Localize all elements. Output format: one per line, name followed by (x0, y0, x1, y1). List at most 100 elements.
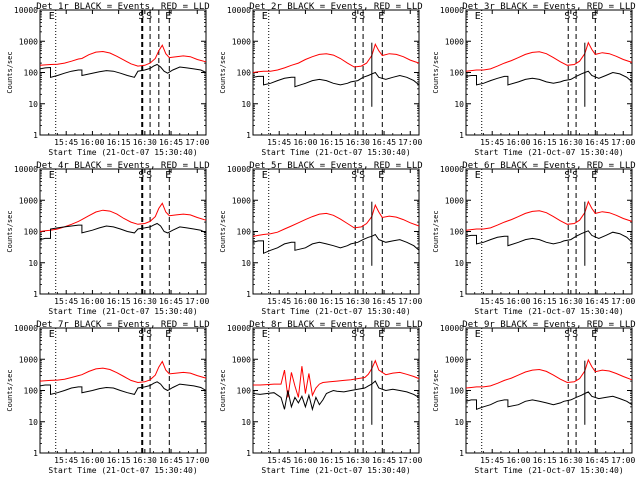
x-tick-label: 16:30 (133, 138, 157, 147)
marker-letter-e: E (378, 329, 384, 340)
marker-letter-e: E (378, 170, 384, 181)
y-tick-label: 10000 (14, 165, 38, 174)
y-axis-label: Counts/sec (432, 210, 440, 252)
series-line-lld (465, 358, 633, 389)
series-line-lld (465, 41, 633, 72)
y-tick-label: 1 (33, 290, 38, 299)
panel-det-4: Det 4r BLACK = Events, RED = LLD 1 10 100 10… (6, 161, 210, 316)
x-tick-label: 16:00 (506, 456, 530, 465)
x-axis-label: Start Time (21-Oct-07 15:30:40) (261, 466, 410, 475)
y-tick-label: 10000 (14, 324, 38, 333)
y-tick-label: 1000 (232, 355, 251, 364)
panel-det-2: Det 2r BLACK = Events, RED = LLD 1 10 100 10… (219, 2, 423, 157)
panel-title: Det 4r BLACK = Events, RED = LLD (36, 161, 209, 171)
x-tick-label: 15:45 (267, 297, 291, 306)
y-axis-label: Counts/sec (219, 369, 227, 411)
y-tick-label: 1 (246, 449, 251, 458)
y-tick-label: 10000 (227, 165, 251, 174)
series-line-events (252, 380, 420, 412)
y-tick-label: 1 (246, 131, 251, 140)
y-axis-label: Counts/sec (6, 51, 14, 93)
y-tick-label: 1 (459, 449, 464, 458)
y-tick-label: 10 (28, 100, 38, 109)
x-axis-label: Start Time (21-Oct-07 15:30:40) (48, 466, 197, 475)
panel-title: Det 5r BLACK = Events, RED = LLD (249, 161, 422, 171)
marker-letter-s: S (138, 329, 144, 340)
marker-letter-s: S (564, 329, 570, 340)
x-tick-label: 16:15 (320, 456, 344, 465)
marker-letter-s: S (138, 11, 144, 22)
x-tick-label: 16:30 (346, 138, 370, 147)
y-tick-label: 10 (241, 259, 251, 268)
x-tick-label: 16:15 (533, 456, 557, 465)
x-tick-label: 16:30 (559, 138, 583, 147)
marker-letter-e: E (591, 170, 597, 181)
y-tick-label: 100 (237, 228, 252, 237)
x-tick-label: 17:00 (611, 297, 635, 306)
x-tick-label: 16:45 (159, 138, 183, 147)
series-line-lld (252, 43, 420, 73)
y-tick-label: 1000 (232, 196, 251, 205)
y-tick-label: 10 (241, 418, 251, 427)
x-tick-label: 16:00 (80, 138, 104, 147)
x-tick-label: 15:45 (480, 456, 504, 465)
x-tick-label: 16:30 (133, 456, 157, 465)
marker-letter-s: S (351, 329, 357, 340)
marker-letter-s: S (359, 329, 365, 340)
y-tick-label: 10000 (440, 6, 464, 15)
y-tick-label: 1000 (445, 355, 464, 364)
y-tick-label: 100 (24, 387, 39, 396)
marker-letter-e: E (165, 11, 171, 22)
series-line-events (465, 230, 633, 247)
marker-letter-e: E (591, 329, 597, 340)
marker-letter-s: S (146, 329, 152, 340)
panel-title: Det 2r BLACK = Events, RED = LLD (249, 2, 422, 12)
x-tick-label: 15:45 (54, 456, 78, 465)
y-axis-label: Counts/sec (219, 210, 227, 252)
marker-letter-e: E (165, 170, 171, 181)
marker-letter-e: E (262, 11, 268, 22)
series-line-events (252, 233, 420, 255)
series-line-lld (39, 202, 207, 232)
y-tick-label: 10 (454, 418, 464, 427)
x-tick-label: 16:15 (533, 297, 557, 306)
y-tick-label: 10000 (440, 165, 464, 174)
marker-letter-e: E (262, 329, 268, 340)
x-tick-label: 17:00 (611, 138, 635, 147)
panel-det-5: Det 5r BLACK = Events, RED = LLD 1 10 100 10… (219, 161, 423, 316)
x-tick-label: 16:30 (346, 297, 370, 306)
x-tick-label: 16:00 (506, 297, 530, 306)
y-axis-label: Counts/sec (432, 51, 440, 93)
y-tick-label: 1 (33, 131, 38, 140)
y-tick-label: 1 (246, 290, 251, 299)
y-tick-label: 1000 (19, 196, 38, 205)
marker-letter-e: E (49, 170, 55, 181)
x-tick-label: 16:15 (107, 138, 131, 147)
x-tick-label: 16:45 (372, 456, 396, 465)
x-tick-label: 16:15 (107, 456, 131, 465)
y-tick-label: 1 (459, 290, 464, 299)
y-tick-label: 1 (33, 449, 38, 458)
marker-letter-e: E (49, 329, 55, 340)
panel-title: Det 8r BLACK = Events, RED = LLD (249, 320, 422, 330)
panel-det-1: Det 1r BLACK = Events, RED = LLD 1 10 100 10… (6, 2, 210, 157)
y-tick-label: 1000 (445, 196, 464, 205)
x-axis-label: Start Time (21-Oct-07 15:30:40) (48, 148, 197, 157)
y-tick-label: 100 (450, 228, 465, 237)
marker-letter-s: S (572, 329, 578, 340)
marker-letter-s: S (351, 170, 357, 181)
series-line-events (39, 222, 207, 241)
x-tick-label: 17:00 (185, 138, 209, 147)
y-tick-label: 1000 (19, 37, 38, 46)
y-axis-label: Counts/sec (6, 210, 14, 252)
panel-det-6: Det 6r BLACK = Events, RED = LLD 1 10 100 10… (432, 161, 636, 316)
panel-det-9: Det 9r BLACK = Events, RED = LLD 1 10 100 10… (432, 320, 636, 475)
panel-title: Det 3r BLACK = Events, RED = LLD (462, 2, 635, 12)
x-axis-label: Start Time (21-Oct-07 15:30:40) (261, 307, 410, 316)
y-tick-label: 10 (454, 100, 464, 109)
x-tick-label: 16:00 (80, 456, 104, 465)
marker-letter-s: S (138, 170, 144, 181)
y-axis-label: Counts/sec (219, 51, 227, 93)
marker-letter-e: E (475, 329, 481, 340)
marker-letter-s: S (359, 170, 365, 181)
